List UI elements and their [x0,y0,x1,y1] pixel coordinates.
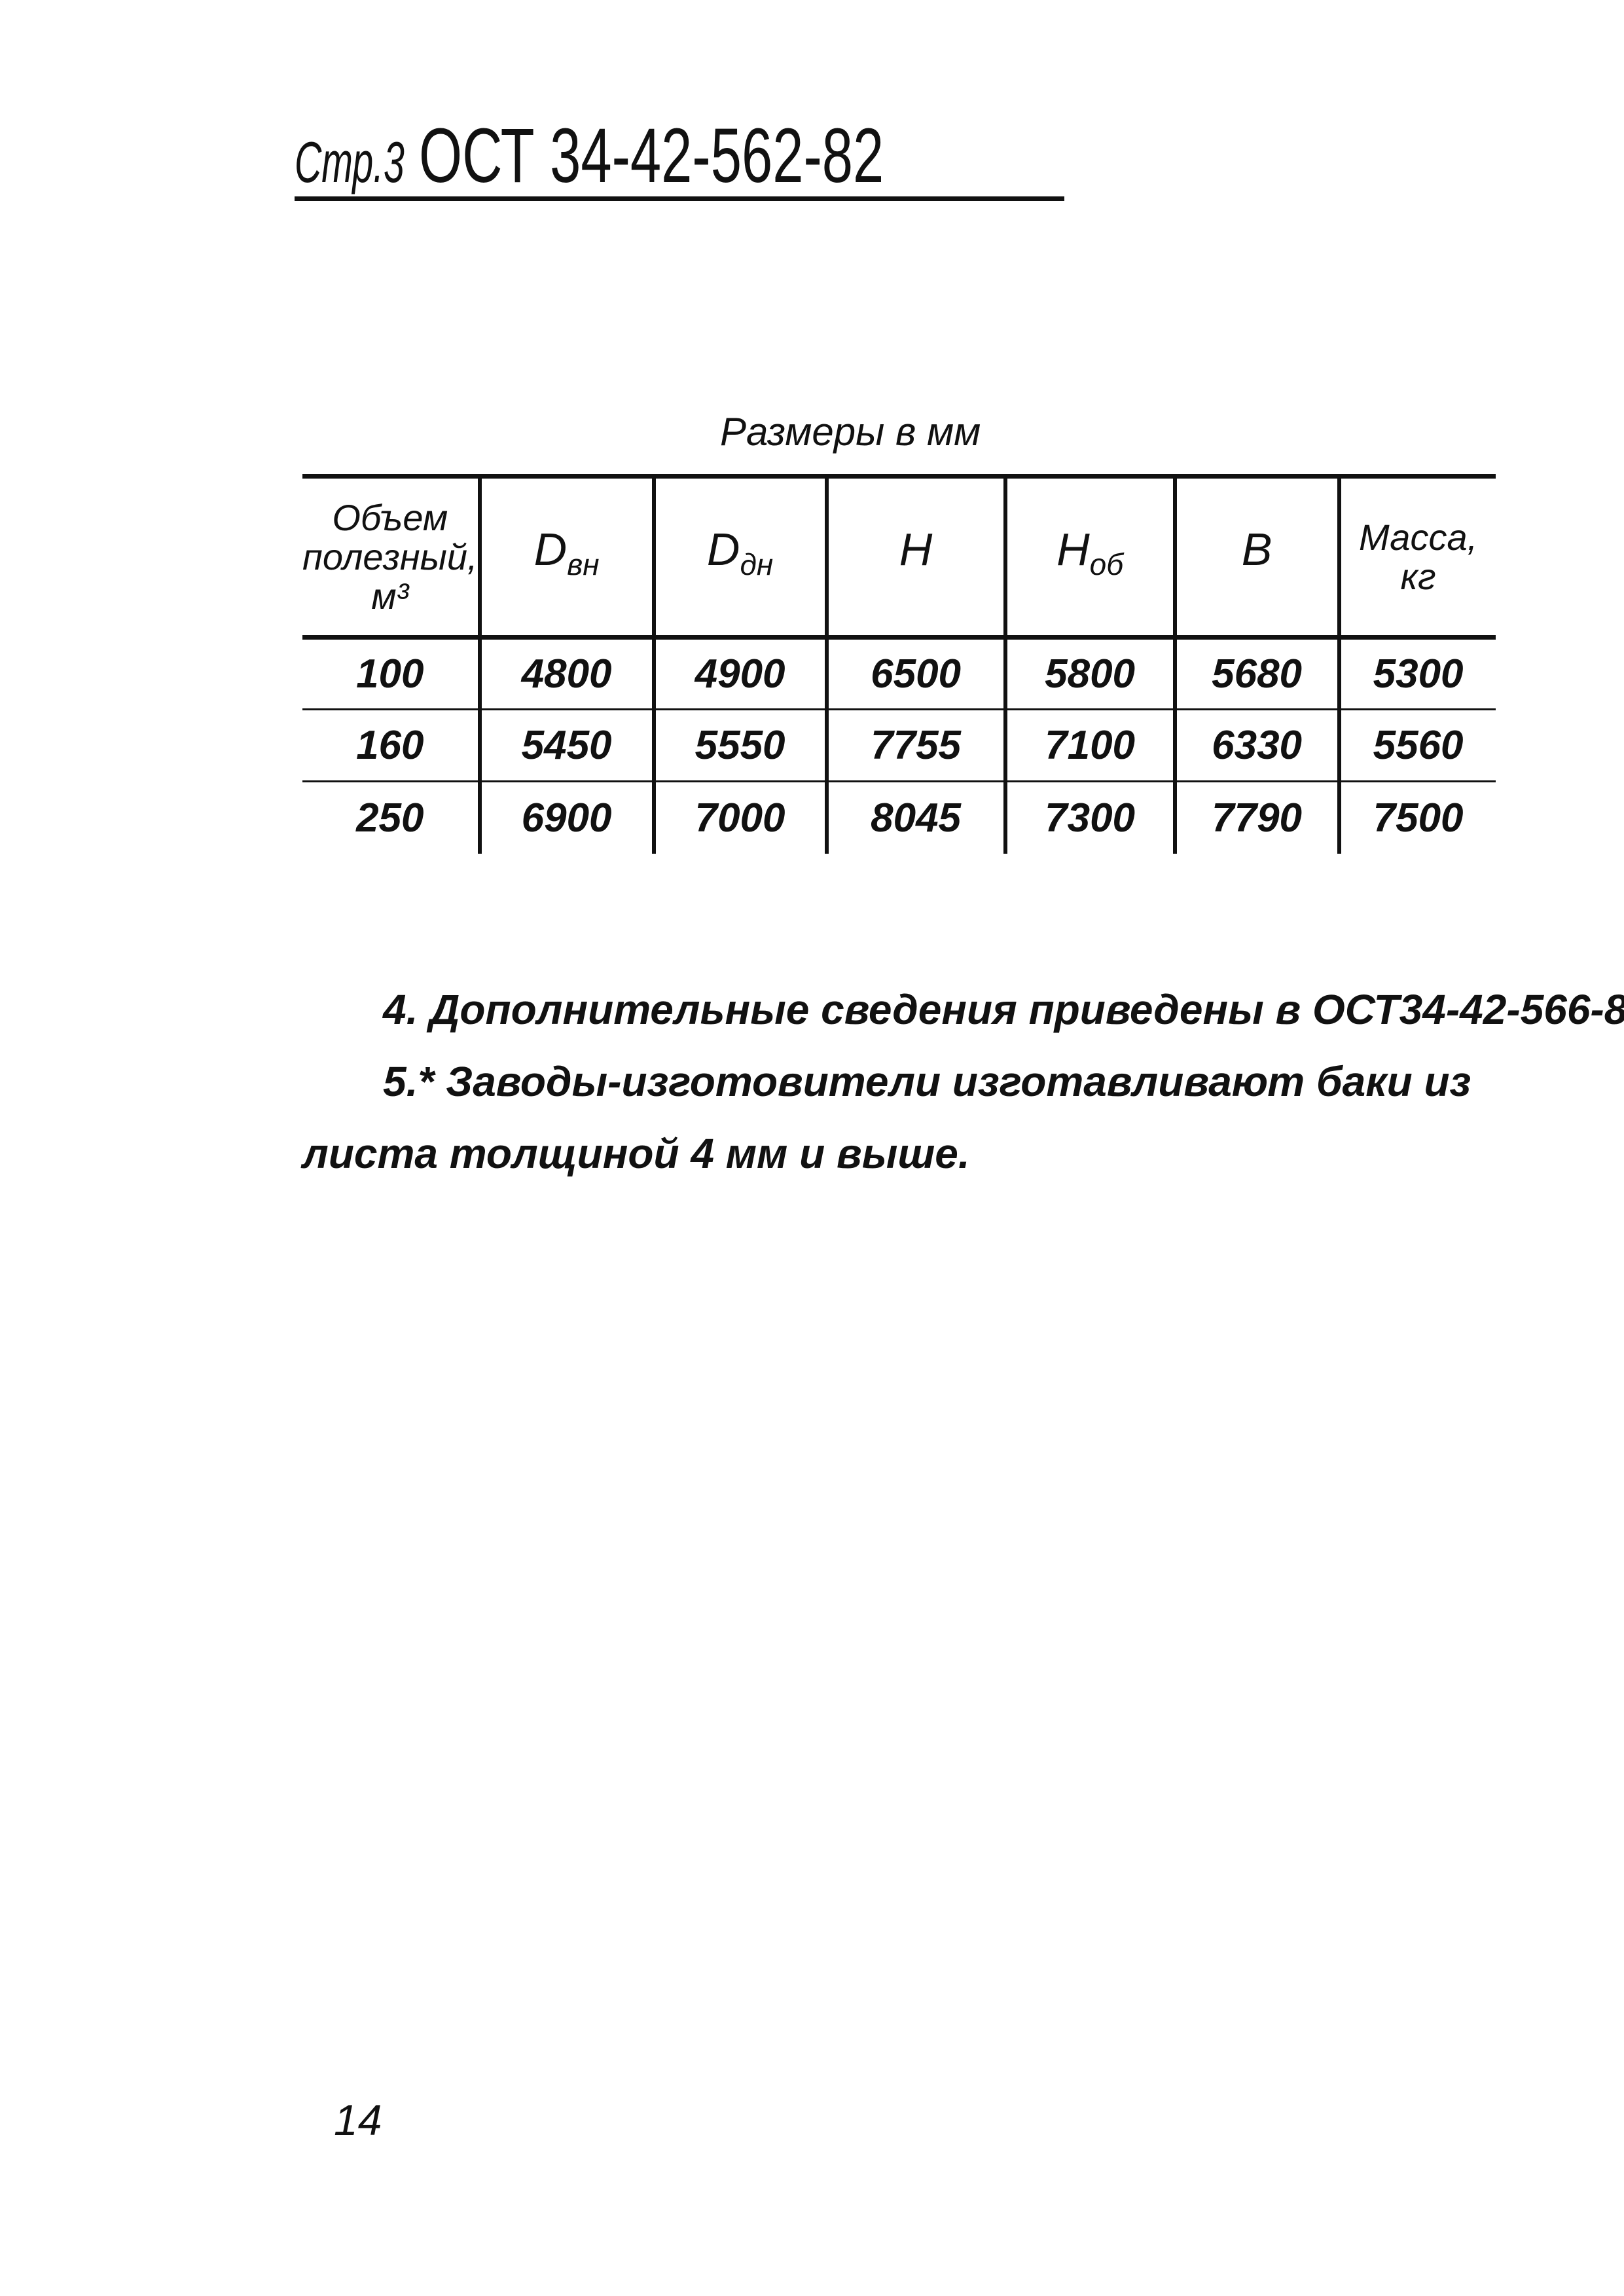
table-cell: 250 [356,795,424,841]
note-5: 5.* Заводы-изготовители изготавливают ба… [383,1058,1471,1105]
col-mass: Масса, кг [1337,476,1496,638]
table-cell: 7300 [1003,781,1175,854]
page-label: Стр.3 [295,130,405,194]
table-cell: 7790 [1172,781,1339,854]
table-cell: 100 [356,651,424,697]
table-header-row: Объем полезный, м³ Dвн Dдн H Hоб B Масса… [302,476,1496,638]
note-5-cont: листа толщиной 4 мм и выше. [302,1130,970,1177]
table-cell: 4800 [477,637,654,710]
table-cell: 5800 [1003,637,1175,710]
units-caption: Размеры в мм [720,410,981,454]
col-b: B [1172,476,1339,638]
page-header: Стр.3 ОСТ 34-42-562-82 [295,111,1065,201]
table-cell: 8045 [824,781,1005,854]
table-cell: 7100 [1003,709,1175,782]
dimensions-table: Объем полезный, м³ Dвн Dдн H Hоб B Масса… [302,474,1496,854]
col-h: H [824,476,1005,638]
table-row: 160 5450 5550 7755 7100 6330 5560 [302,709,1496,782]
table-cell: 4900 [651,637,827,710]
col-d-inner: Dвн [477,476,654,638]
table-cell: 5300 [1337,637,1496,710]
table-cell: 7755 [824,709,1005,782]
table-row: 250 6900 7000 8045 7300 7790 7500 [302,781,1496,854]
col-d-bottom: Dдн [651,476,827,638]
table-cell: 5450 [477,709,654,782]
page-number: 14 [334,2096,382,2144]
table-cell: 5550 [651,709,827,782]
table-cell: 160 [356,723,424,768]
table-cell: 7500 [1337,781,1496,854]
col-h-ob: Hоб [1003,476,1175,638]
table-cell: 7000 [651,781,827,854]
standard-code: ОСТ 34-42-562-82 [419,113,884,199]
note-4: 4. Дополнительные сведения приведены в О… [383,986,1624,1033]
table-cell: 6500 [824,637,1005,710]
table-cell: 5680 [1172,637,1339,710]
col-volume: Объем полезный, м³ [302,496,478,617]
table-row: 100 4800 4900 6500 5800 5680 5300 [302,637,1496,710]
table-cell: 5560 [1337,709,1496,782]
table-cell: 6330 [1172,709,1339,782]
table-cell: 6900 [477,781,654,854]
